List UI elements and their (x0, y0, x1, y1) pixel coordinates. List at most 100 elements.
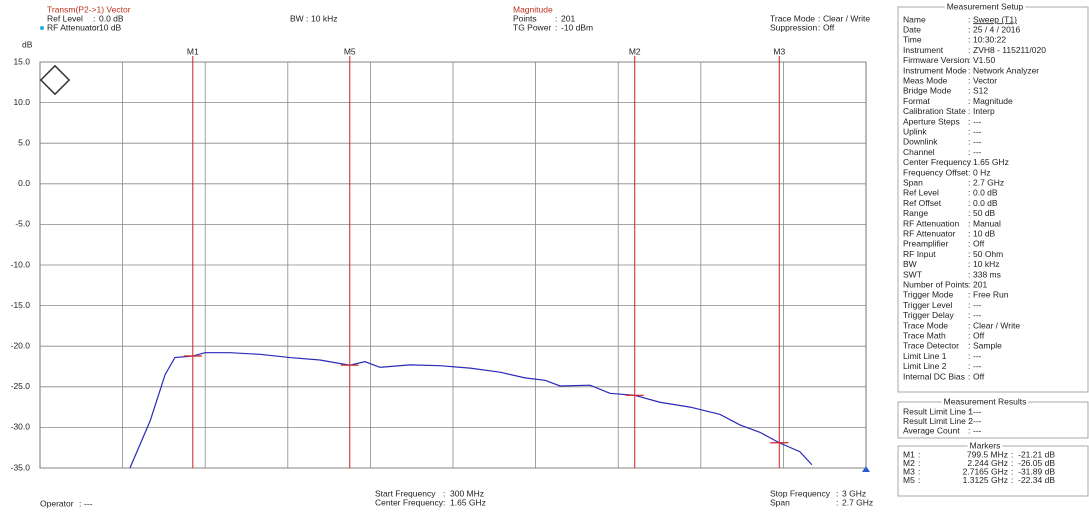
marker-name: M1 (903, 449, 915, 459)
colon: : (555, 22, 557, 32)
marker-label: M1 (187, 46, 199, 56)
setup-name: Aperture Steps (903, 116, 960, 126)
header-title: Transm(P2->1) Vector (47, 4, 131, 14)
colon: : (968, 371, 970, 381)
y-tick-label: -5.0 (15, 219, 30, 229)
setup-value: --- (973, 361, 982, 371)
setup-value: 2.7 GHz (973, 177, 1004, 187)
setup-value: --- (973, 351, 982, 361)
setup-value: 10 kHz (973, 259, 999, 269)
colon: : (836, 488, 838, 498)
footer-label: Stop Frequency (770, 488, 831, 498)
y-tick-label: -25.0 (11, 381, 31, 391)
header-value: Clear / Write (823, 13, 870, 23)
setup-name: Center Frequency (903, 157, 972, 167)
setup-name: RF Attenuation (903, 218, 960, 228)
setup-name: Instrument (903, 45, 944, 55)
title-bg (967, 441, 1003, 451)
colon: : (968, 320, 970, 330)
setup-value: Off (973, 371, 985, 381)
result-name: Result Limit Line 1 (903, 406, 973, 416)
colon: : (818, 22, 820, 32)
footer-value: --- (84, 498, 93, 508)
colon: : (836, 497, 838, 507)
setup-name: Bridge Mode (903, 86, 951, 96)
colon: : (93, 22, 95, 32)
setup-name: Ref Offset (903, 198, 942, 208)
colon: : (968, 198, 970, 208)
setup-value: 50 dB (973, 208, 996, 218)
colon: : (918, 475, 920, 485)
marker-level-text: -26.05 dB (1018, 458, 1055, 468)
colon: : (818, 13, 820, 23)
setup-name: Instrument Mode (903, 65, 967, 75)
result-value: --- (973, 406, 982, 416)
marker-level-text: -31.89 dB (1018, 466, 1055, 476)
header-value: -10 dBm (561, 22, 593, 32)
setup-value: --- (973, 126, 982, 136)
marker-label: M2 (629, 46, 641, 56)
colon: : (1011, 458, 1013, 468)
colon: : (1011, 475, 1013, 485)
marker-frequency: 2.7165 GHz (963, 466, 1008, 476)
colon: : (968, 55, 970, 65)
y-tick-label: 15.0 (13, 56, 30, 66)
result-name: Average Count (903, 425, 960, 435)
setup-name: Preamplifier (903, 239, 949, 249)
y-tick-label: 5.0 (18, 137, 30, 147)
colon: : (968, 249, 970, 259)
setup-name: Trace Mode (903, 320, 948, 330)
colon: : (968, 259, 970, 269)
colon: : (968, 425, 970, 435)
indicator (40, 26, 44, 30)
setup-value: V1.50 (973, 55, 995, 65)
colon: : (968, 45, 970, 55)
colon: : (968, 406, 970, 416)
colon: : (968, 279, 970, 289)
setup-name: BW (903, 259, 917, 269)
colon: : (968, 208, 970, 218)
setup-name: Name (903, 14, 926, 24)
colon: : (968, 228, 970, 238)
setup-value: Magnitude (973, 96, 1013, 106)
setup-name: Frequency Offset (903, 167, 969, 177)
setup-name: Trace Detector (903, 341, 959, 351)
setup-value: 201 (973, 279, 987, 289)
setup-value: --- (973, 116, 982, 126)
y-tick-label: -10.0 (11, 259, 31, 269)
footer-label: Start Frequency (375, 488, 436, 498)
setup-name: RF Attenuator (903, 228, 956, 238)
colon: : (968, 290, 970, 300)
colon: : (968, 147, 970, 157)
colon: : (968, 137, 970, 147)
colon: : (443, 497, 445, 507)
marker-level-text: -21.21 dB (1018, 449, 1055, 459)
header-label: BW (290, 13, 304, 23)
panel-title: Markers (970, 440, 1001, 450)
setup-name: Trace Math (903, 330, 946, 340)
colon: : (555, 13, 557, 23)
result-name: Result Limit Line 2 (903, 416, 973, 426)
result-value: --- (973, 425, 982, 435)
setup-value: 1.65 GHz (973, 157, 1009, 167)
setup-value: Manual (973, 218, 1001, 228)
colon: : (968, 24, 970, 34)
setup-name: Ref Level (903, 188, 939, 198)
setup-name: Number of Points (903, 279, 969, 289)
y-unit: dB (22, 39, 33, 49)
colon: : (968, 35, 970, 45)
setup-name: Range (903, 208, 928, 218)
setup-name: Time (903, 35, 922, 45)
colon: : (79, 498, 81, 508)
setup-value: --- (973, 310, 982, 320)
setup-name: Trigger Level (903, 300, 952, 310)
colon: : (968, 218, 970, 228)
panel-title: Measurement Results (944, 396, 1027, 406)
setup-value: --- (973, 300, 982, 310)
setup-name: Internal DC Bias (903, 371, 965, 381)
setup-value: Vector (973, 75, 997, 85)
setup-value: --- (973, 147, 982, 157)
header-label: Suppression (770, 22, 818, 32)
marker-frequency: 799.5 MHz (967, 449, 1008, 459)
setup-name: Meas Mode (903, 75, 948, 85)
